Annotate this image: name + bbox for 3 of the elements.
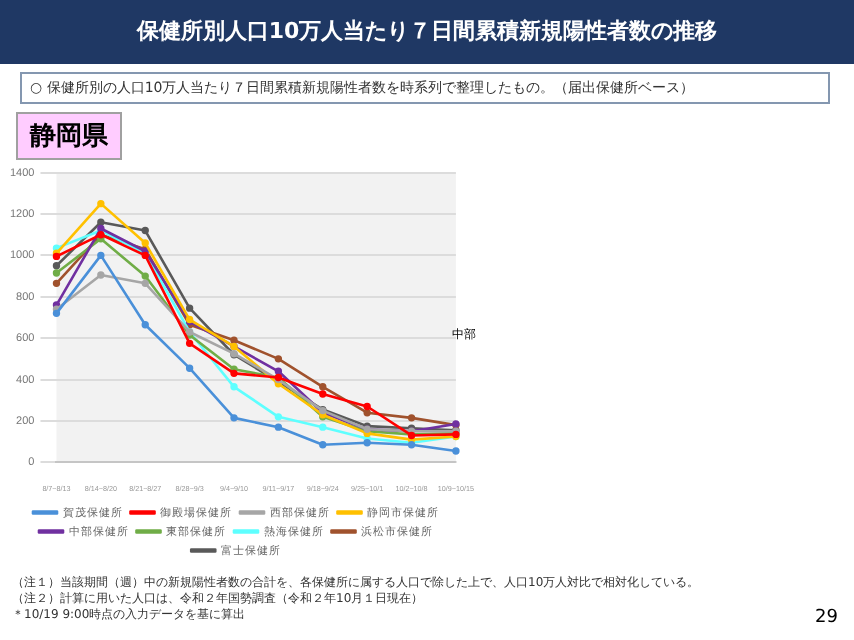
text: 29: [815, 608, 838, 628]
chart-title: 保健所別人口10万人当たり７日間累積新規陽性者数の推移: [0, 0, 854, 64]
text: 静岡県: [16, 112, 122, 160]
